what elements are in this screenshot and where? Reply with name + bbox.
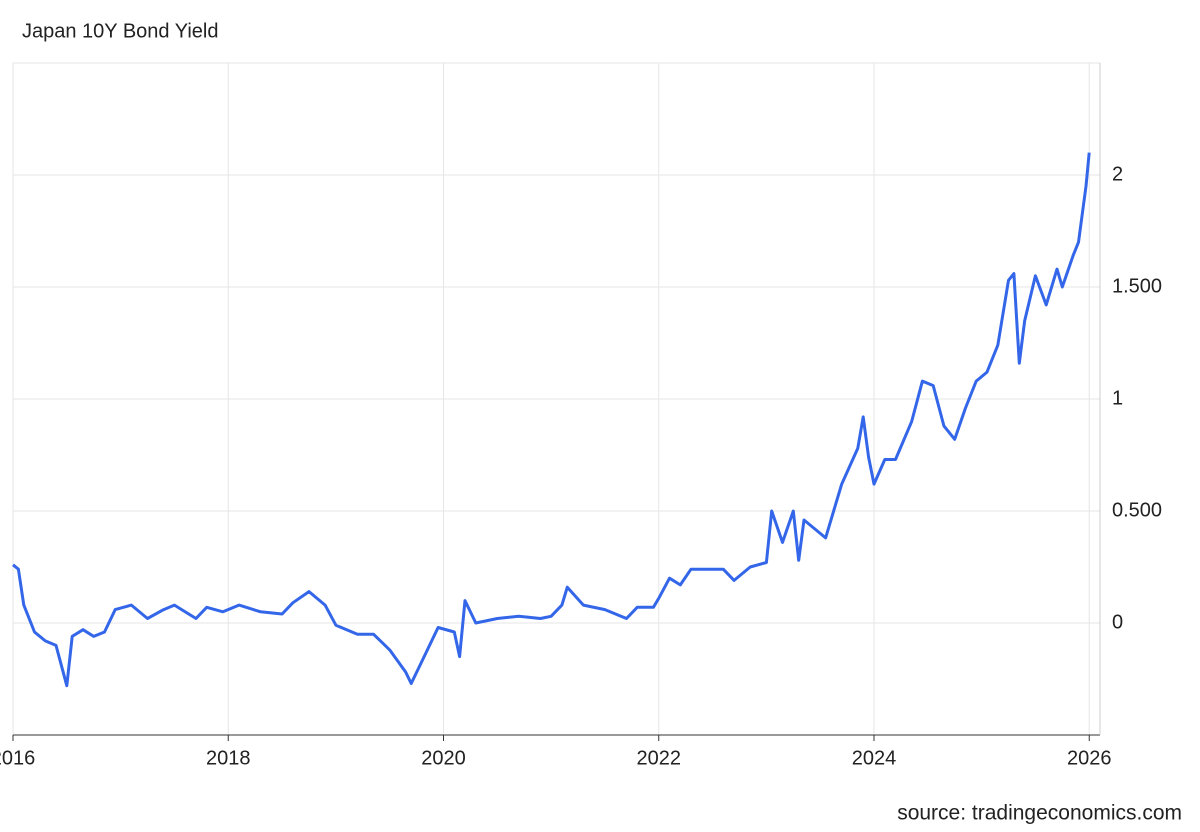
- y-tick-label: 0: [1112, 611, 1123, 633]
- data-line: [12, 152, 1091, 688]
- y-tick-label: 1.500: [1112, 275, 1162, 297]
- x-tick-label: 2018: [206, 747, 251, 769]
- chart-title: Japan 10Y Bond Yield: [22, 20, 218, 42]
- x-tick-label: 2022: [636, 747, 681, 769]
- x-tick-label: 2026: [1067, 747, 1112, 769]
- x-tick-label: 2020: [421, 747, 466, 769]
- y-tick-label: 1: [1112, 387, 1123, 409]
- y-tick-label: 0.500: [1112, 499, 1162, 521]
- source-note: source: tradingeconomics.com: [897, 802, 1182, 825]
- y-tick-label: 2: [1112, 163, 1123, 185]
- x-tick-label: 2024: [852, 747, 897, 769]
